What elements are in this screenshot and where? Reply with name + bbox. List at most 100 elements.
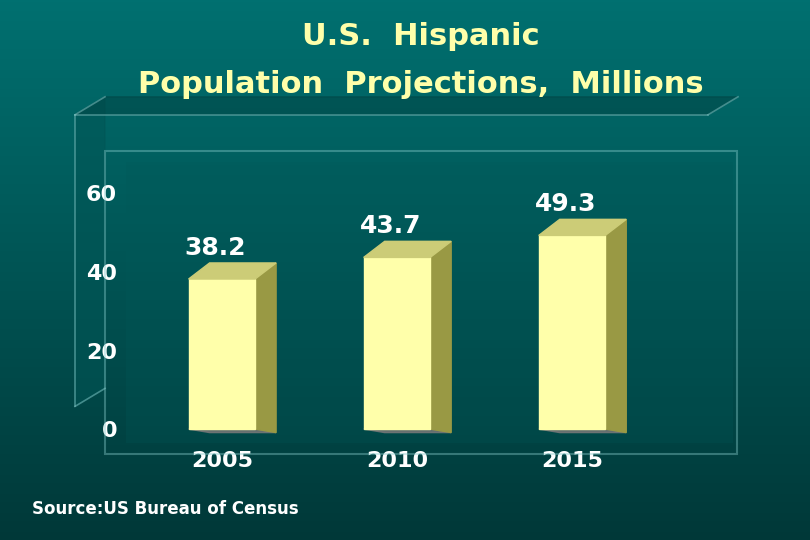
Bar: [0, 192, 810, 194]
Bar: [0, 268, 810, 270]
Bar: [0, 23, 810, 25]
Bar: [0, 519, 810, 521]
Bar: [0, 152, 810, 154]
Bar: [0, 219, 810, 221]
Bar: [0, 475, 810, 477]
Bar: [0, 438, 810, 441]
Bar: [0, 116, 810, 118]
Bar: [0, 70, 810, 72]
Bar: [0, 483, 810, 485]
Bar: [0, 390, 810, 393]
Bar: [0, 226, 810, 228]
Bar: [0, 112, 810, 114]
Bar: [0, 237, 810, 238]
Polygon shape: [189, 263, 276, 279]
Bar: [0, 437, 810, 438]
Bar: [0, 310, 810, 312]
Bar: [0, 451, 810, 454]
Bar: [0, 21, 810, 23]
Bar: [0, 207, 810, 209]
Bar: [0, 184, 810, 186]
Bar: [0, 433, 810, 435]
Bar: [0, 295, 810, 298]
Bar: [0, 249, 810, 251]
Bar: [0, 365, 810, 367]
Bar: [0, 217, 810, 219]
Bar: [0, 6, 810, 9]
Bar: [0, 2, 810, 4]
Bar: [0, 321, 810, 323]
Bar: [0, 36, 810, 38]
Bar: [0, 487, 810, 489]
Bar: [0, 255, 810, 258]
Bar: [0, 196, 810, 198]
Bar: [0, 282, 810, 285]
Bar: [0, 247, 810, 249]
Bar: [0, 124, 810, 126]
Polygon shape: [605, 219, 626, 433]
Bar: [0, 372, 810, 373]
Bar: [0, 510, 810, 512]
Bar: [0, 327, 810, 329]
Bar: [0, 163, 810, 165]
Bar: [0, 325, 810, 327]
Bar: [0, 329, 810, 331]
Bar: [0, 167, 810, 168]
Bar: [0, 428, 810, 430]
Bar: [0, 102, 810, 103]
Bar: [0, 270, 810, 272]
Bar: [0, 190, 810, 192]
Bar: [0, 276, 810, 279]
Bar: [0, 200, 810, 202]
Bar: [0, 449, 810, 451]
Bar: [0, 312, 810, 314]
Bar: [0, 422, 810, 424]
Polygon shape: [75, 97, 105, 407]
Bar: [0, 198, 810, 200]
Bar: [0, 380, 810, 382]
Bar: [0, 426, 810, 428]
Bar: [0, 55, 810, 57]
Bar: [0, 221, 810, 224]
Bar: [0, 131, 810, 133]
Bar: [0, 314, 810, 316]
Bar: [0, 363, 810, 365]
Polygon shape: [75, 97, 738, 115]
Bar: [0, 80, 810, 82]
Bar: [0, 46, 810, 49]
Bar: [0, 534, 810, 536]
Bar: [0, 188, 810, 190]
Polygon shape: [255, 263, 276, 433]
Bar: [0, 291, 810, 293]
Polygon shape: [539, 235, 605, 429]
Polygon shape: [364, 258, 430, 429]
Bar: [0, 401, 810, 403]
Bar: [0, 502, 810, 504]
Polygon shape: [189, 279, 255, 429]
Bar: [0, 416, 810, 417]
Bar: [0, 251, 810, 253]
Bar: [0, 470, 810, 472]
Bar: [0, 74, 810, 76]
Bar: [0, 232, 810, 234]
Text: U.S.  Hispanic: U.S. Hispanic: [302, 22, 540, 51]
Bar: [0, 59, 810, 61]
Polygon shape: [364, 429, 451, 433]
Bar: [0, 63, 810, 65]
Bar: [0, 264, 810, 266]
Bar: [0, 110, 810, 112]
Bar: [0, 259, 810, 261]
Bar: [0, 213, 810, 215]
Bar: [0, 19, 810, 21]
Bar: [0, 441, 810, 443]
Bar: [0, 32, 810, 33]
Bar: [0, 123, 810, 124]
Bar: [0, 489, 810, 491]
Bar: [0, 68, 810, 70]
Polygon shape: [189, 429, 276, 433]
Bar: [0, 352, 810, 354]
Bar: [0, 287, 810, 289]
Bar: [0, 42, 810, 44]
Bar: [0, 394, 810, 396]
Bar: [0, 84, 810, 86]
